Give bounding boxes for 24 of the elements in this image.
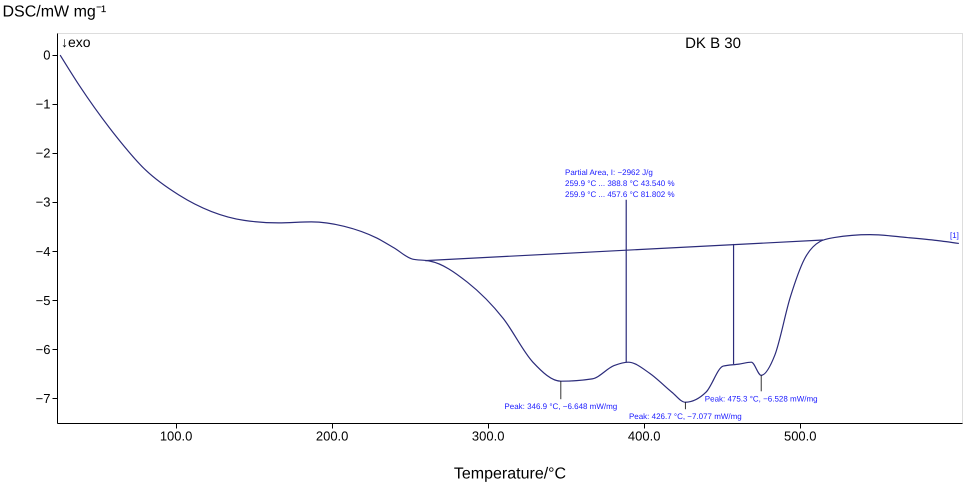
y-axis-title: DSC/mW mg⁻¹ [2, 4, 106, 20]
y-tick-label: −7 [36, 390, 50, 406]
annotation: [1] [950, 231, 959, 240]
y-tick-label: −4 [36, 244, 50, 259]
y-tick-label: −2 [36, 146, 50, 161]
x-tick-label: 500.0 [784, 428, 816, 444]
chart-title: DK B 30 [685, 35, 741, 52]
annotation: Partial Area, I: −2962 J/g [565, 168, 653, 177]
annotation: 259.9 °C ... 388.8 °C 43.540 % [565, 179, 675, 188]
annotation: Peak: 426.7 °C, −7.077 mW/mg [628, 412, 742, 422]
y-tick-label: −5 [36, 292, 50, 308]
annotation: 259.9 °C ... 457.6 °C 81.802 % [565, 190, 675, 199]
y-tick-label: 0 [43, 48, 50, 63]
x-tick-label: 200.0 [316, 428, 348, 444]
annotation: Peak: 346.9 °C, −6.648 mW/mg [504, 402, 618, 412]
x-axis-title: Temperature/°C [454, 466, 566, 482]
y-tick-label: −3 [36, 194, 50, 210]
x-tick-label: 100.0 [160, 428, 192, 444]
x-tick-label: 300.0 [472, 428, 504, 444]
annotation: Peak: 475.3 °C, −6.528 mW/mg [704, 394, 818, 404]
annotation: ↓exo [61, 34, 91, 50]
y-tick-label: −1 [36, 96, 50, 112]
y-tick-label: −6 [36, 342, 50, 357]
x-tick-label: 400.0 [628, 428, 660, 444]
